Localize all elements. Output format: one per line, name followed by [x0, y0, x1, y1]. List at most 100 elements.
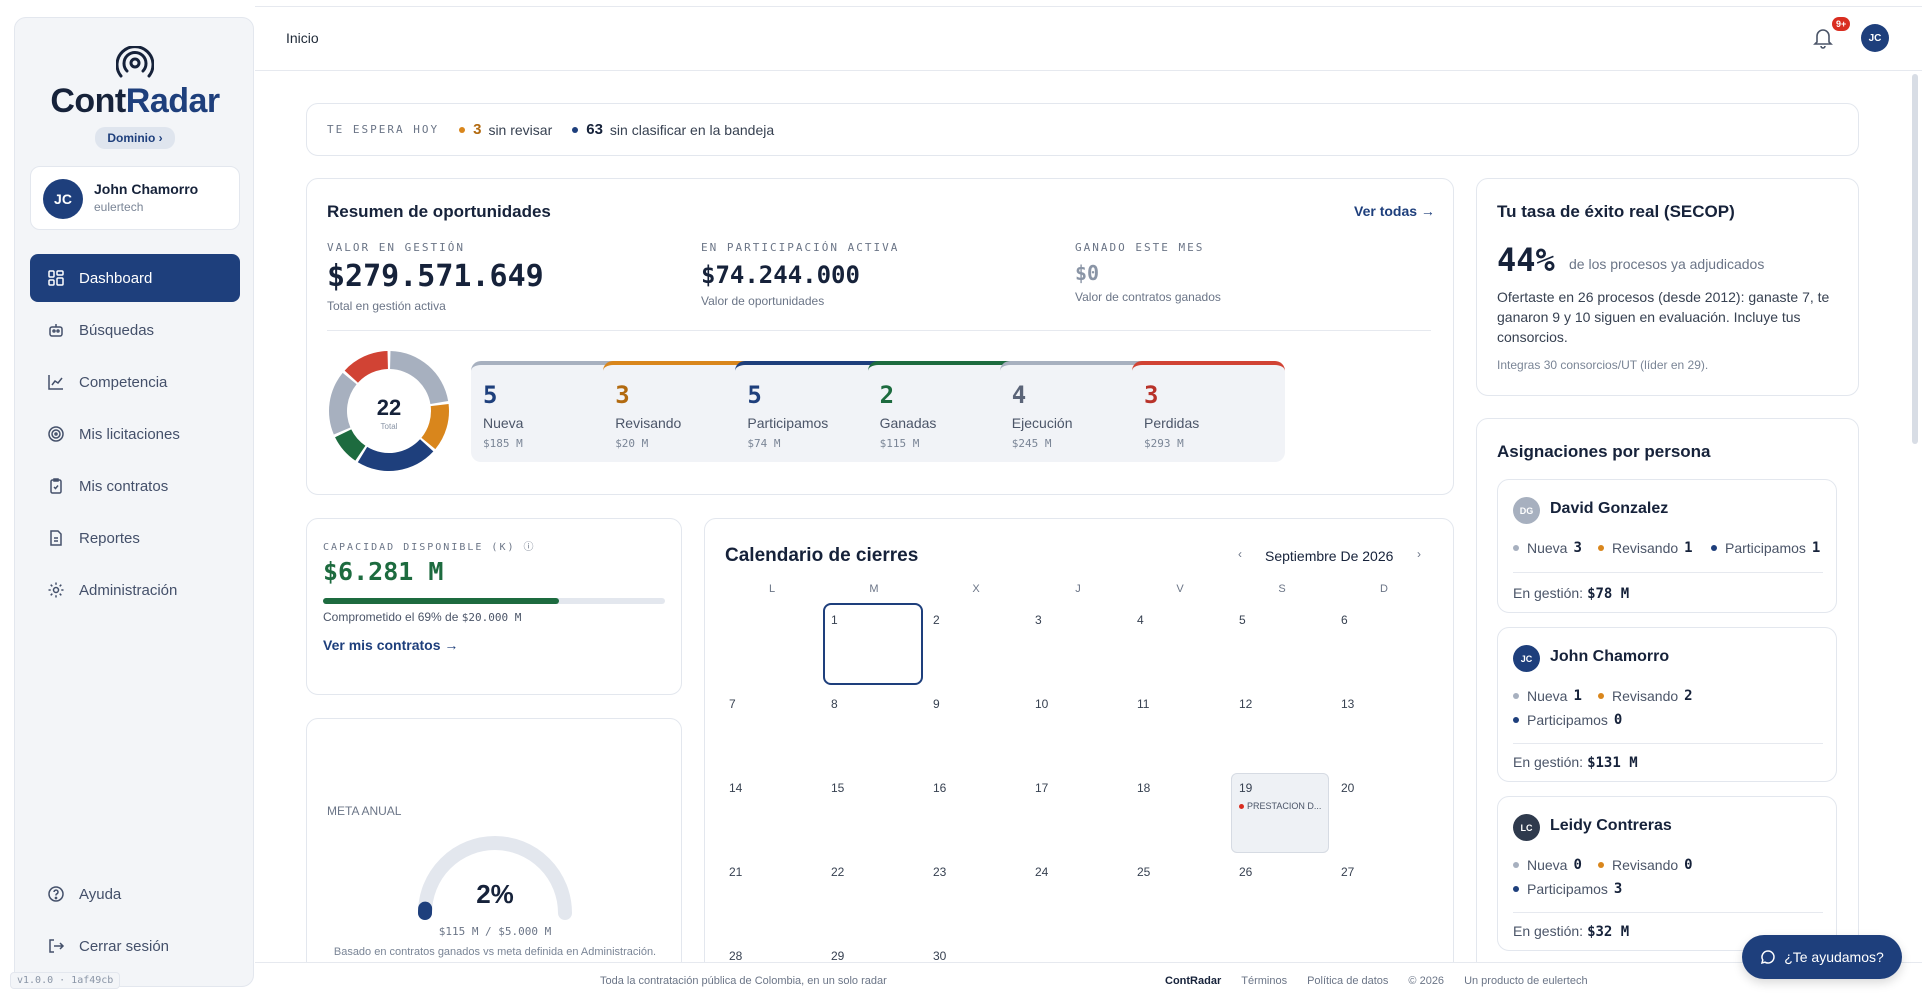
footer-link[interactable]: Términos [1241, 975, 1288, 987]
success-rate-footnote: Integras 30 consorcios/UT (líder en 29). [1497, 358, 1709, 372]
weekday-label: J [1075, 583, 1081, 595]
stage-card[interactable]: 3 Revisando $20 M [603, 361, 757, 462]
breadcrumb[interactable]: Inicio [286, 30, 319, 46]
calendar-day[interactable]: 12 [1231, 687, 1333, 771]
stage-value: $20 M [615, 437, 649, 450]
see-all-link[interactable]: Ver todas → [1354, 203, 1435, 219]
stat-label: Participamos [1527, 881, 1608, 897]
sidebar-item-reportes[interactable]: Reportes [30, 514, 240, 562]
day-number: 17 [1035, 781, 1049, 795]
calendar-day[interactable]: 5 [1231, 603, 1333, 687]
calendar-day[interactable]: 26 [1231, 855, 1333, 939]
calendar-day[interactable]: 19 PRESTACION D... [1231, 771, 1333, 855]
calendar-day[interactable]: 14 [721, 771, 823, 855]
stage-card[interactable]: 5 Nueva $185 M [471, 361, 624, 462]
calendar-day[interactable]: 27 [1333, 855, 1435, 939]
person-card[interactable]: JC John Chamorro Nueva 1 Revisando 2 Participa… [1497, 627, 1837, 782]
calendar-day[interactable]: 18 [1129, 771, 1231, 855]
stage-card[interactable]: 2 Ganadas $115 M [867, 361, 1021, 462]
calendar-day[interactable]: 21 [721, 855, 823, 939]
donut-segment-ganadas[interactable] [335, 429, 366, 461]
person-name: David Gonzalez [1550, 500, 1669, 517]
donut-segment-nueva[interactable] [390, 351, 449, 404]
day-number: 9 [933, 697, 940, 711]
person-card[interactable]: DG David Gonzalez Nueva 3 Revisando 1 Particip… [1497, 479, 1837, 613]
scrollbar[interactable] [1912, 74, 1918, 444]
donut-segment-revisando[interactable] [421, 403, 449, 450]
stage-card[interactable]: 4 Ejecución $245 M [999, 361, 1153, 462]
sidebar-item-label: Competencia [79, 373, 168, 391]
stat-count: 0 [1573, 857, 1582, 873]
user-card[interactable]: JC John Chamorro eulertech [30, 166, 240, 230]
sidebar-item-ayuda[interactable]: Ayuda [30, 870, 240, 918]
calendar-days: 1 2 3 4 5 6 7 8 9 10 11 12 13 14 15 16 17 18 19 PRESTACION … [721, 603, 1435, 987]
stat-label: Revisando [1612, 857, 1679, 873]
calendar-day[interactable]: 30 [925, 939, 1027, 987]
kpi-label: EN PARTICIPACIÓN ACTIVA [701, 241, 900, 254]
unclassified-link[interactable]: 63 sin clasificar en la bandeja [572, 121, 774, 138]
sidebar-item-mis-licitaciones[interactable]: Mis licitaciones [30, 410, 240, 458]
calendar-day[interactable]: 9 [925, 687, 1027, 771]
calendar-day[interactable]: 16 [925, 771, 1027, 855]
calendar-day[interactable]: 25 [1129, 855, 1231, 939]
help-chat-button[interactable]: ¿Te ayudamos? [1742, 935, 1902, 979]
stage-card[interactable]: 5 Participamos $74 M [735, 361, 889, 462]
avatar[interactable]: JC [1861, 24, 1889, 52]
calendar-day[interactable]: 7 [721, 687, 823, 771]
donut-total-label: Total [381, 422, 398, 431]
calendar-day[interactable]: 23 [925, 855, 1027, 939]
bell-icon[interactable] [1813, 27, 1833, 49]
sidebar-item-mis-contratos[interactable]: Mis contratos [30, 462, 240, 510]
calendar-day[interactable]: 8 [823, 687, 925, 771]
calendar-event[interactable]: PRESTACION D... [1239, 801, 1327, 811]
info-icon[interactable]: ⓘ [523, 542, 536, 553]
logout-icon [49, 939, 65, 953]
calendar-day[interactable]: 22 [823, 855, 925, 939]
calendar-day[interactable]: 10 [1027, 687, 1129, 771]
success-rate-sub: de los procesos ya adjudicados [1569, 256, 1765, 272]
sidebar-item-busquedas[interactable]: Búsquedas [30, 306, 240, 354]
sidebar-item-competencia[interactable]: Competencia [30, 358, 240, 406]
my-contracts-link[interactable]: Ver mis contratos → [323, 637, 459, 653]
calendar-day[interactable]: 28 [721, 939, 823, 987]
calendar-day[interactable]: 3 [1027, 603, 1129, 687]
footer-link[interactable]: Un producto de eulertech [1464, 975, 1588, 987]
calendar-day[interactable]: 13 [1333, 687, 1435, 771]
sidebar-nav: Dashboard Búsquedas Competencia Mis lici… [30, 254, 240, 618]
sidebar-item-cerrar-sesion[interactable]: Cerrar sesión [30, 922, 240, 970]
footer-links: ContRadar Términos Política de datos © 2… [1165, 975, 1588, 987]
calendar-day[interactable]: 1 [823, 603, 925, 687]
stat-label: Nueva [1527, 688, 1568, 704]
today-bar: TE ESPERA HOY 3 sin revisar 63 sin clasi… [306, 103, 1859, 156]
calendar-day[interactable]: 6 [1333, 603, 1435, 687]
calendar-day[interactable]: 2 [925, 603, 1027, 687]
prev-month-icon[interactable]: ‹ [1238, 547, 1242, 561]
calendar-day[interactable]: 17 [1027, 771, 1129, 855]
stat-count: 0 [1613, 712, 1623, 728]
footer-link[interactable]: Política de datos [1307, 975, 1389, 987]
calendar-day[interactable]: 11 [1129, 687, 1231, 771]
day-number: 27 [1341, 865, 1355, 879]
domain-button[interactable]: Dominio › [95, 127, 175, 149]
footer-link[interactable]: ContRadar [1165, 975, 1222, 987]
next-month-icon[interactable]: › [1417, 547, 1421, 561]
stage-card[interactable]: 3 Perdidas $293 M [1132, 361, 1285, 462]
person-card[interactable]: LC Leidy Contreras Nueva 0 Revisando 0 Partici… [1497, 796, 1837, 951]
calendar-day[interactable]: 29 [823, 939, 925, 987]
calendar-day[interactable]: 24 [1027, 855, 1129, 939]
top-divider [255, 6, 1922, 7]
sidebar-item-dashboard[interactable]: Dashboard [30, 254, 240, 302]
stage-count: 4 [1011, 381, 1027, 409]
calendar-day[interactable]: 15 [823, 771, 925, 855]
stage-value: $293 M [1144, 437, 1184, 450]
unreviewed-link[interactable]: 3 sin revisar [459, 121, 552, 138]
success-rate-title: Tu tasa de éxito real (SECOP) [1497, 202, 1735, 221]
logo[interactable]: ContRadar Dominio › [15, 46, 255, 149]
donut-segment-participamos[interactable] [357, 439, 434, 471]
donut-segment-perdidas[interactable] [344, 351, 388, 383]
calendar-day[interactable]: 4 [1129, 603, 1231, 687]
calendar-day[interactable]: 20 [1333, 771, 1435, 855]
sidebar-item-administracion[interactable]: Administración [30, 566, 240, 614]
weekday-label: D [1380, 583, 1388, 595]
donut-segment-ejecución[interactable] [329, 372, 357, 435]
